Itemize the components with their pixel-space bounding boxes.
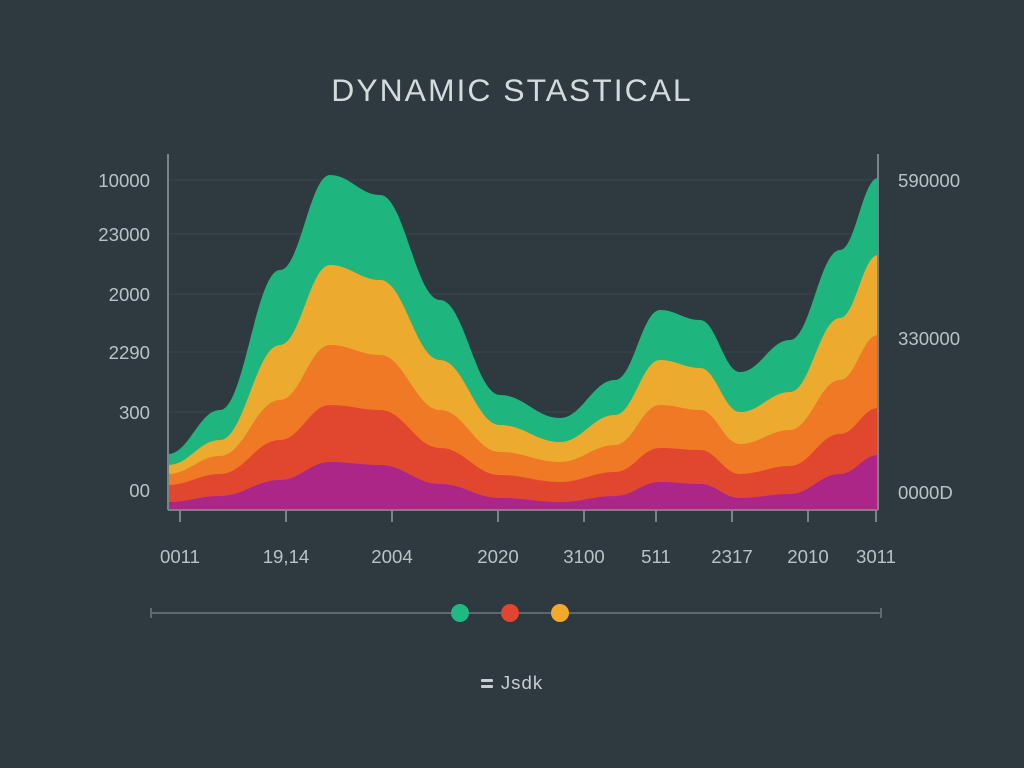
axis-tick-label: 2317	[692, 546, 772, 568]
area-chart	[0, 0, 1024, 768]
axis-tick-label: 00	[129, 480, 150, 502]
legend-dot[interactable]	[551, 604, 569, 622]
axis-tick-label: 19,14	[246, 546, 326, 568]
axis-tick-label: 590000	[898, 170, 960, 192]
chart-stage: DYNAMIC STASTICAL 10000 23000 2000 2290 300 0…	[0, 0, 1024, 768]
axis-tick-label: 2004	[352, 546, 432, 568]
legend-rail-cap	[150, 608, 152, 618]
legend-dot[interactable]	[451, 604, 469, 622]
footer-label: Jsdk	[0, 672, 1024, 694]
list-icon	[481, 679, 493, 688]
axis-tick-label: 10000	[98, 170, 150, 192]
legend-rail-cap	[880, 608, 882, 618]
axis-tick-label: 23000	[98, 224, 150, 246]
axis-tick-label: 330000	[898, 328, 960, 350]
axis-tick-label: 0000D	[898, 482, 953, 504]
footer-text: Jsdk	[501, 672, 543, 694]
legend-dot[interactable]	[501, 604, 519, 622]
axis-tick-label: 2020	[458, 546, 538, 568]
axis-tick-label: 511	[616, 546, 696, 568]
axis-tick-label: 0011	[140, 546, 220, 568]
axis-tick-label: 2290	[109, 342, 150, 364]
axis-tick-label: 300	[119, 402, 150, 424]
axis-tick-label: 2000	[109, 284, 150, 306]
chart-title: DYNAMIC STASTICAL	[0, 72, 1024, 109]
axis-tick-label: 3100	[544, 546, 624, 568]
axis-tick-label: 3011	[836, 546, 916, 568]
